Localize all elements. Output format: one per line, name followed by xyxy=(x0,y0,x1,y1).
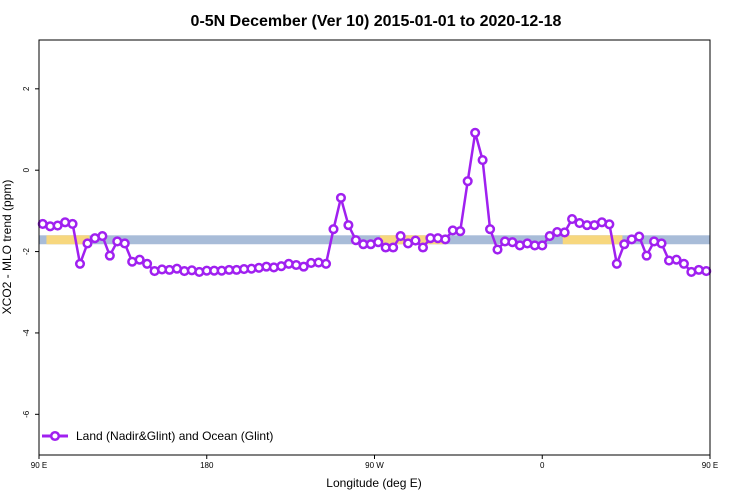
data-point xyxy=(67,218,78,229)
data-point xyxy=(395,231,406,242)
data-point xyxy=(82,238,93,249)
data-point xyxy=(604,219,615,230)
data-point xyxy=(417,242,429,253)
data-point xyxy=(701,266,712,277)
data-point xyxy=(567,213,578,225)
y-tick-label: 2 xyxy=(22,86,31,91)
data-point xyxy=(335,192,347,203)
x-axis: 90 E 180 90 W 0 90 E xyxy=(31,455,718,470)
data-point xyxy=(537,240,548,251)
data-point xyxy=(142,258,153,269)
data-point xyxy=(611,258,622,269)
data-point xyxy=(343,220,354,231)
legend: Land (Nadir&Glint) and Ocean (Glint) xyxy=(42,429,273,443)
data-point xyxy=(410,235,421,246)
chart-title: 0-5N December (Ver 10) 2015-01-01 to 202… xyxy=(191,13,562,30)
land-strip-segment xyxy=(562,235,623,245)
x-tick-label: 90 W xyxy=(365,461,384,470)
y-tick-label: -4 xyxy=(22,329,31,337)
y-tick-label: 0 xyxy=(22,167,31,172)
data-point xyxy=(119,238,130,249)
data-point xyxy=(477,154,488,166)
data-point xyxy=(320,258,332,269)
data-point xyxy=(388,242,399,253)
series-layer xyxy=(37,127,712,277)
data-point xyxy=(619,239,630,250)
y-axis-label: XCO2 - MLO trend (ppm) xyxy=(0,180,14,315)
x-tick-label: 0 xyxy=(540,461,545,470)
data-point xyxy=(470,127,481,138)
y-tick-label: -2 xyxy=(22,247,31,255)
x-tick-label: 90 E xyxy=(31,461,47,470)
x-axis-label: Longitude (deg E) xyxy=(326,476,421,490)
data-point xyxy=(134,254,145,265)
series-line xyxy=(42,131,707,274)
data-point xyxy=(298,261,309,272)
y-axis: 2 0 -2 -4 -6 xyxy=(22,86,39,418)
data-point xyxy=(350,235,361,246)
data-point xyxy=(104,250,115,261)
data-point xyxy=(97,231,108,242)
data-point xyxy=(544,231,555,242)
data-point xyxy=(634,231,645,242)
data-point xyxy=(440,234,451,245)
y-tick-label: -6 xyxy=(22,410,31,418)
data-point xyxy=(462,176,473,187)
data-point xyxy=(373,237,384,248)
data-point xyxy=(671,254,682,265)
land-strip-segment xyxy=(46,235,90,245)
data-point xyxy=(656,238,667,249)
data-point xyxy=(492,244,503,255)
data-point xyxy=(559,227,570,238)
x-tick-label: 180 xyxy=(200,461,214,470)
data-point xyxy=(328,224,339,235)
data-point xyxy=(641,250,652,261)
data-point xyxy=(678,258,689,269)
data-point xyxy=(74,258,86,269)
data-point xyxy=(455,226,466,237)
data-point xyxy=(485,224,496,235)
legend-label: Land (Nadir&Glint) and Ocean (Glint) xyxy=(76,429,273,443)
x-tick-label: 90 E xyxy=(702,461,718,470)
legend-marker xyxy=(49,430,61,442)
